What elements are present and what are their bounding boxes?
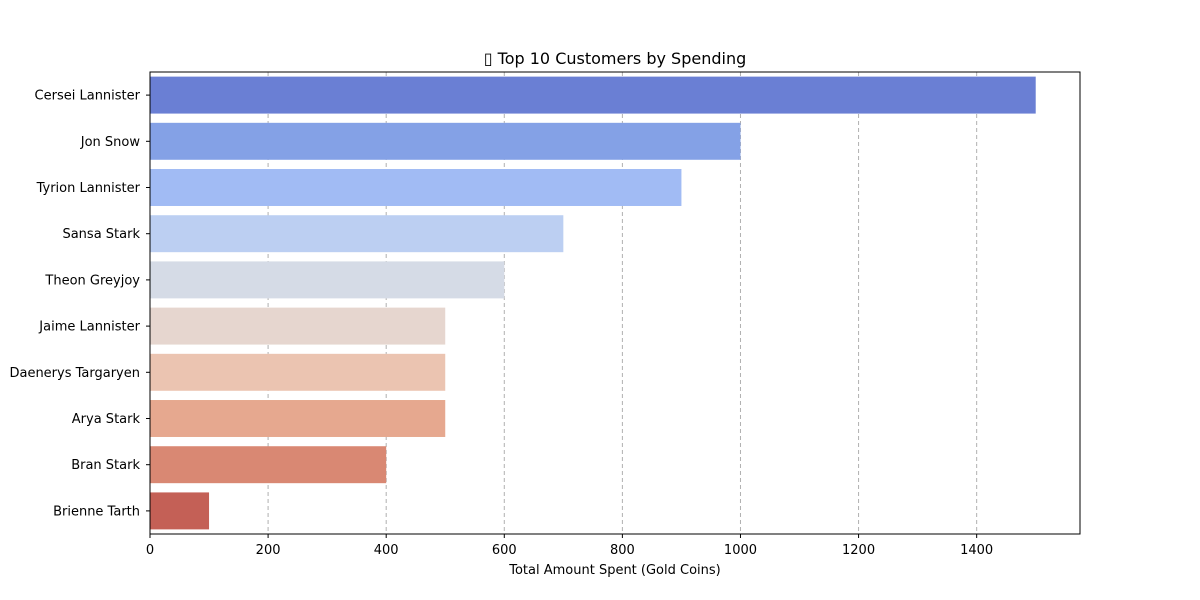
chart-title: ▯ Top 10 Customers by Spending [484, 49, 746, 68]
x-tick-labels: 0 200 400 600 800 1000 1200 1400 [146, 534, 993, 558]
y-tick-label: Tyrion Lannister [36, 181, 141, 196]
x-tick-label: 1400 [960, 543, 993, 558]
y-tick-label: Arya Stark [72, 412, 141, 427]
bar [150, 307, 446, 345]
bar [150, 215, 564, 253]
y-tick-labels: Cersei Lannister Jon Snow Tyrion Lannister… [9, 89, 150, 519]
bar [150, 400, 446, 437]
x-tick-label: 200 [256, 543, 281, 558]
y-tick-label: Cersei Lannister [35, 89, 141, 104]
bar [150, 261, 505, 299]
y-tick-label: Jaime Lannister [38, 320, 140, 335]
x-tick-label: 0 [146, 543, 154, 558]
y-tick-label: Jon Snow [80, 135, 141, 150]
y-tick-label: Theon Greyjoy [44, 273, 140, 288]
x-tick-label: 1000 [724, 543, 757, 558]
bar [150, 122, 741, 160]
x-tick-label: 400 [374, 543, 399, 558]
x-axis-label: Total Amount Spent (Gold Coins) [508, 563, 721, 578]
x-tick-label: 600 [492, 543, 517, 558]
bar [150, 76, 1036, 114]
bar [150, 492, 210, 530]
y-tick-label: Daenerys Targaryen [9, 366, 140, 381]
plot-frame [149, 71, 1081, 535]
bar [150, 353, 446, 391]
bar [150, 169, 682, 206]
x-tick-label: 1200 [842, 543, 875, 558]
bar [150, 446, 387, 484]
bars [150, 76, 1036, 530]
y-tick-label: Bran Stark [71, 458, 140, 473]
y-tick-label: Sansa Stark [62, 227, 140, 242]
x-tick-label: 800 [610, 543, 635, 558]
y-tick-label: Brienne Tarth [53, 504, 140, 519]
